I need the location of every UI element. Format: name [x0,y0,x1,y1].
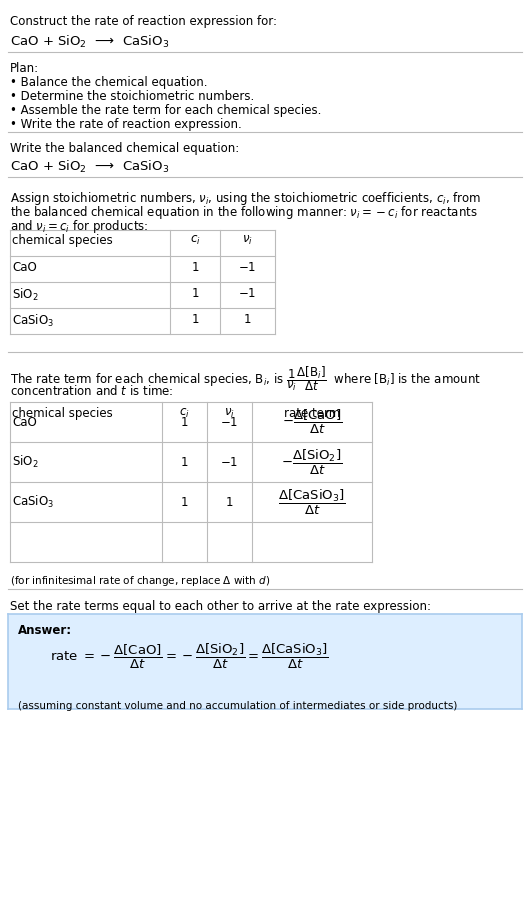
Text: $-1$: $-1$ [220,456,238,469]
Text: Construct the rate of reaction expression for:: Construct the rate of reaction expressio… [10,15,277,28]
Text: $c_i$: $c_i$ [179,407,190,420]
Text: CaSiO$_3$: CaSiO$_3$ [12,494,54,510]
Text: • Determine the stoichiometric numbers.: • Determine the stoichiometric numbers. [10,90,254,103]
Text: The rate term for each chemical species, B$_i$, is $\dfrac{1}{\nu_i}\dfrac{\Delt: The rate term for each chemical species,… [10,364,481,393]
Text: • Write the rate of reaction expression.: • Write the rate of reaction expression. [10,118,242,131]
Text: • Balance the chemical equation.: • Balance the chemical equation. [10,76,208,89]
Text: 1: 1 [244,313,251,326]
Text: Write the balanced chemical equation:: Write the balanced chemical equation: [10,142,239,155]
Text: 1: 1 [191,287,199,300]
Text: and $\nu_i = c_i$ for products:: and $\nu_i = c_i$ for products: [10,218,148,235]
Text: Assign stoichiometric numbers, $\nu_i$, using the stoichiometric coefficients, $: Assign stoichiometric numbers, $\nu_i$, … [10,190,481,207]
Text: (for infinitesimal rate of change, replace Δ with $d$): (for infinitesimal rate of change, repla… [10,574,270,588]
Text: CaO + SiO$_2$  ⟶  CaSiO$_3$: CaO + SiO$_2$ ⟶ CaSiO$_3$ [10,34,169,50]
Text: $c_i$: $c_i$ [190,234,200,248]
Text: $\nu_i$: $\nu_i$ [242,234,253,248]
Text: 1: 1 [181,456,188,469]
Text: Plan:: Plan: [10,62,39,75]
Text: concentration and $t$ is time:: concentration and $t$ is time: [10,384,174,398]
Text: Answer:: Answer: [18,624,72,637]
Text: CaO + SiO$_2$  ⟶  CaSiO$_3$: CaO + SiO$_2$ ⟶ CaSiO$_3$ [10,159,169,175]
Text: 1: 1 [226,496,233,509]
Text: chemical species: chemical species [12,407,113,420]
Text: $-\dfrac{\Delta[\mathrm{CaO}]}{\Delta t}$: $-\dfrac{\Delta[\mathrm{CaO}]}{\Delta t}… [282,408,342,436]
Text: $-1$: $-1$ [238,287,257,300]
Text: • Assemble the rate term for each chemical species.: • Assemble the rate term for each chemic… [10,104,321,117]
Text: Set the rate terms equal to each other to arrive at the rate expression:: Set the rate terms equal to each other t… [10,600,431,613]
Text: $\dfrac{\Delta[\mathrm{CaSiO_3}]}{\Delta t}$: $\dfrac{\Delta[\mathrm{CaSiO_3}]}{\Delta… [278,488,346,517]
Text: CaSiO$_3$: CaSiO$_3$ [12,313,54,329]
Text: $-1$: $-1$ [238,261,257,274]
Text: rate term: rate term [284,407,340,420]
Text: 1: 1 [181,496,188,509]
Text: 1: 1 [191,313,199,326]
Text: SiO$_2$: SiO$_2$ [12,287,39,303]
Text: (assuming constant volume and no accumulation of intermediates or side products): (assuming constant volume and no accumul… [18,701,457,711]
Text: CaO: CaO [12,261,37,274]
Text: $-1$: $-1$ [220,416,238,429]
Text: chemical species: chemical species [12,234,113,247]
Text: $\nu_i$: $\nu_i$ [224,407,235,420]
Text: 1: 1 [191,261,199,274]
Text: 1: 1 [181,416,188,429]
Text: SiO$_2$: SiO$_2$ [12,454,39,470]
Text: CaO: CaO [12,416,37,429]
Text: $-\dfrac{\Delta[\mathrm{SiO_2}]}{\Delta t}$: $-\dfrac{\Delta[\mathrm{SiO_2}]}{\Delta … [281,448,343,477]
Text: rate $= -\dfrac{\Delta[\mathrm{CaO}]}{\Delta t} = -\dfrac{\Delta[\mathrm{SiO_2}]: rate $= -\dfrac{\Delta[\mathrm{CaO}]}{\D… [50,642,329,672]
Text: the balanced chemical equation in the following manner: $\nu_i = -c_i$ for react: the balanced chemical equation in the fo… [10,204,478,221]
